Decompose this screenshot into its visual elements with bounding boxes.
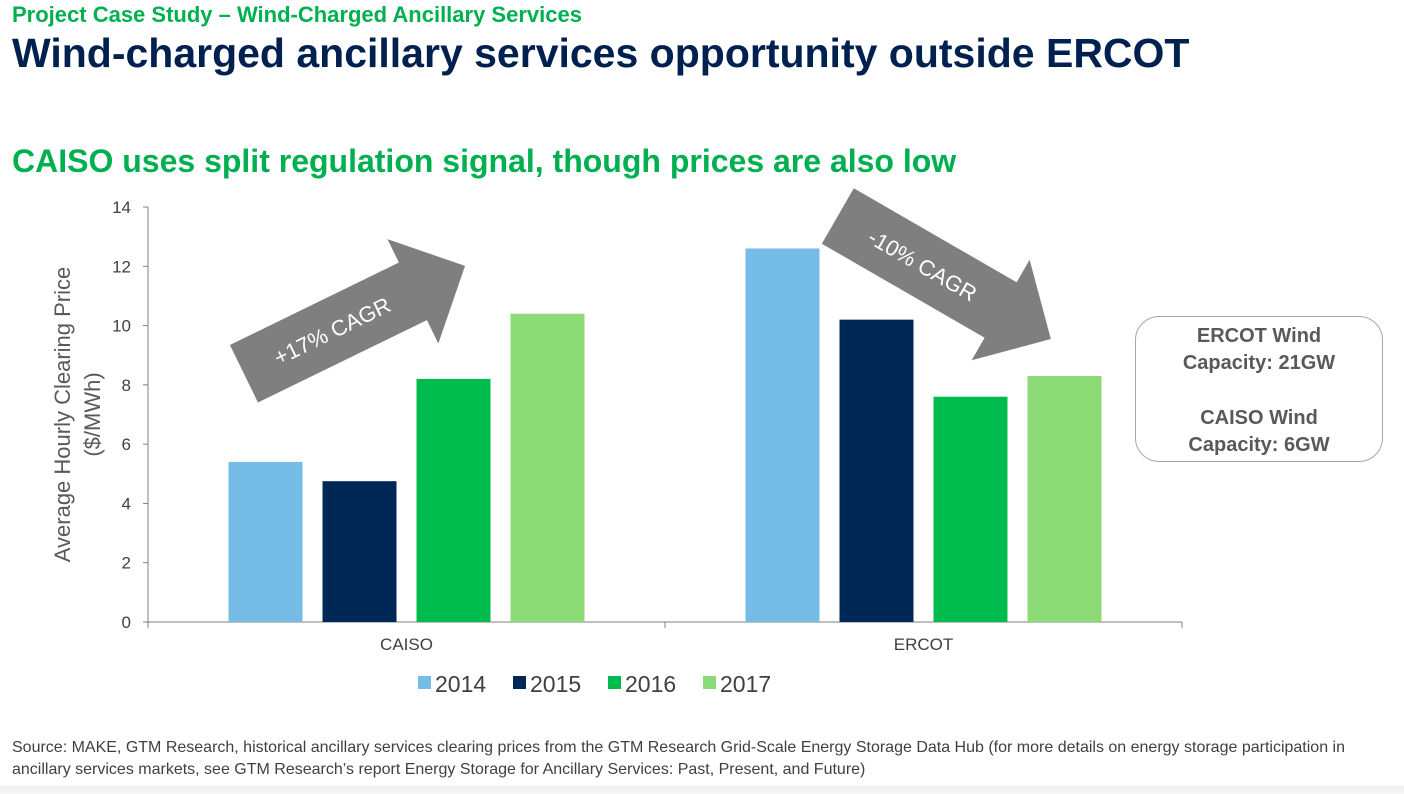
- bar-ercot-2017: [1027, 375, 1102, 622]
- legend-swatch-2014: [418, 676, 431, 689]
- source-note: Source: MAKE, GTM Research, historical a…: [12, 739, 1345, 778]
- caiso-wind-label: CAISO Wind: [1200, 407, 1318, 429]
- cagr-down-arrow-shape: [821, 188, 1051, 361]
- caiso-wind-capacity: Capacity: 6GW: [1188, 434, 1330, 456]
- wind-capacity-callout: ERCOT Wind Capacity: 21GW CAISO Wind Cap…: [1135, 316, 1383, 462]
- y-axis-title-line: Average Hourly Clearing Price: [50, 267, 75, 563]
- cagr-up-arrow-shape: [229, 239, 466, 403]
- y-tick-label: 14: [112, 198, 131, 217]
- y-axis-title-line: ($/MWh): [80, 372, 105, 456]
- legend-swatch-2016: [608, 676, 621, 689]
- bar-ercot-2015: [839, 319, 914, 622]
- y-tick-label: 10: [112, 317, 131, 336]
- page-subtitle: CAISO uses split regulation signal, thou…: [12, 143, 957, 179]
- ercot-wind-capacity: Capacity: 21GW: [1182, 352, 1336, 374]
- bar-caiso-2016: [416, 378, 491, 622]
- y-tick-label: 4: [122, 494, 131, 513]
- x-category-label: ERCOT: [894, 635, 954, 654]
- legend-label-2014: 2014: [435, 671, 486, 697]
- legend-label-2016: 2016: [625, 671, 676, 697]
- eyebrow-title: Project Case Study – Wind-Charged Ancill…: [12, 2, 582, 27]
- y-tick-label: 12: [112, 257, 131, 276]
- ercot-wind-label: ERCOT Wind: [1196, 325, 1322, 347]
- bar-ercot-2014: [745, 248, 820, 622]
- bar-caiso-2017: [510, 313, 585, 622]
- bar-ercot-2016: [933, 396, 1008, 622]
- x-category-label: CAISO: [380, 635, 433, 654]
- bar-caiso-2015: [322, 481, 397, 622]
- footer-divider: [0, 786, 1404, 794]
- y-tick-label: 0: [122, 613, 131, 632]
- bar-caiso-2014: [228, 461, 303, 622]
- bar-chart: 0 2 4 6 8 10 12 14 CAISO ERCOT Average Hourly Clea…: [50, 188, 1183, 697]
- y-tick-label: 8: [122, 376, 131, 395]
- legend-label-2017: 2017: [720, 671, 771, 697]
- y-tick-label: 6: [122, 435, 131, 454]
- legend-swatch-2015: [513, 676, 526, 689]
- legend-label-2015: 2015: [530, 671, 581, 697]
- legend-swatch-2017: [703, 676, 716, 689]
- page-title: Wind-charged ancillary services opportun…: [12, 30, 1190, 76]
- y-tick-label: 2: [122, 554, 131, 573]
